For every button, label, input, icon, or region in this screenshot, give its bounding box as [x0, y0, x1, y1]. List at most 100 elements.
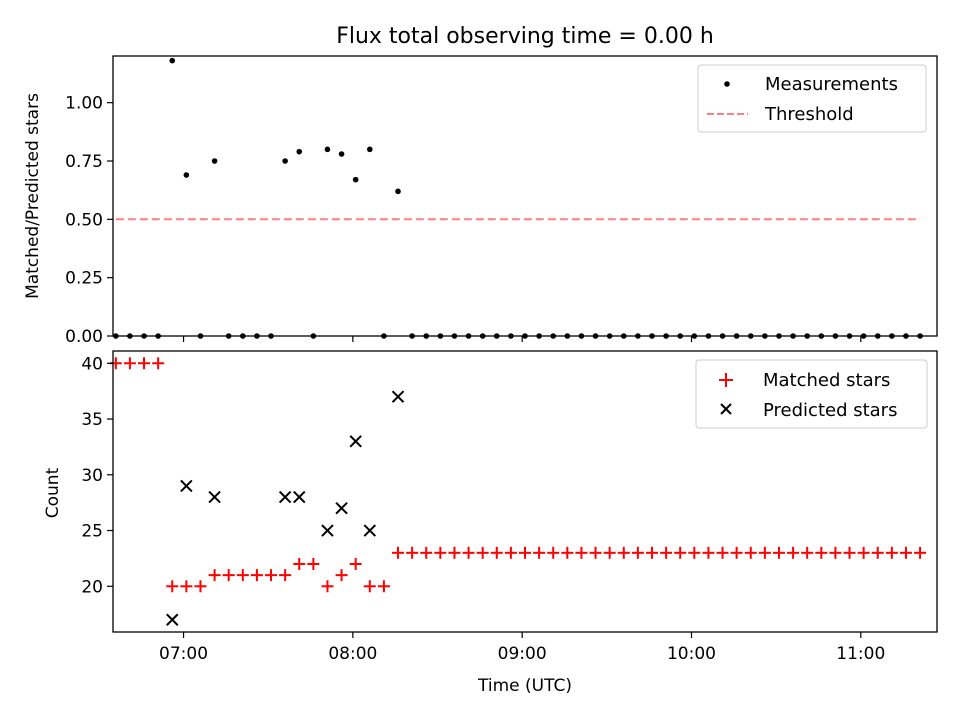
top-series-0-point-13 [296, 148, 303, 155]
top-series-0-point-17 [352, 176, 359, 183]
bottom-series-0-point-35 [603, 546, 616, 559]
bottom-series-0-point-4 [166, 580, 179, 593]
bottom-series-1-point-8 [363, 524, 377, 537]
legend-threshold-label: Threshold [764, 104, 854, 125]
bottom-y-tick-label-0: 20 [81, 577, 103, 597]
bottom-series-0-point-45 [744, 546, 757, 559]
bottom-series-1-point-4 [293, 490, 306, 504]
bottom-series-0-point-40 [674, 546, 687, 559]
x-tick-label-4: 11:00 [836, 644, 885, 664]
bottom-series-0-point-29 [519, 546, 531, 559]
top-legend-box [697, 64, 927, 133]
top-series-0-point-20 [395, 188, 401, 195]
bottom-series-0-point-31 [547, 546, 560, 559]
bottom-series-0-point-22 [420, 546, 433, 559]
bottom-series-0-point-46 [758, 546, 771, 559]
legend-matched-label: Matched stars [763, 370, 890, 391]
top-x-ticks [182, 336, 862, 342]
bottom-series-1-point-7 [349, 435, 362, 448]
bottom-series-1-point-5 [321, 524, 334, 537]
bottom-series-0-point-52 [843, 546, 856, 559]
bottom-marks [109, 357, 927, 626]
top-y-tick-label-3: 0.75 [65, 152, 103, 172]
top-series-0-point-4 [169, 57, 176, 64]
top-plot-frame [112, 55, 938, 337]
bottom-series-0-point-27 [490, 546, 503, 559]
bottom-series-1-point-9-b [391, 390, 405, 403]
bottom-plot-frame [112, 350, 938, 633]
bottom-series-0-point-16 [335, 569, 348, 582]
bottom-series-1-point-1 [180, 479, 193, 493]
top-y-ticks: 0.00 0.25 0.50 0.75 1.00 [65, 94, 113, 347]
bottom-series-0-point-41 [688, 546, 701, 559]
bottom-series-0-point-44 [730, 546, 743, 559]
bottom-y-tick-label-1: 25 [81, 522, 103, 542]
bottom-series-0-point-2 [138, 357, 151, 370]
bottom-series-0-point-8 [222, 569, 235, 582]
top-y-tick-label-0: 0.00 [65, 327, 103, 347]
legend-predicted-marker [720, 403, 732, 415]
bottom-series-0-point-37 [631, 546, 644, 559]
bottom-series-0-point-53 [857, 546, 870, 559]
bottom-x-ticks: 07:00 08:00 09:00 10:00 11:00 [159, 632, 885, 664]
x-tick-label-2: 09:00 [498, 644, 547, 664]
bottom-series-0-point-25 [462, 546, 475, 559]
top-series-0-point-7 [211, 158, 218, 164]
bottom-series-0-point-36 [617, 546, 630, 559]
bottom-series-0-point-20 [392, 546, 405, 559]
bottom-series-0-point-34 [589, 546, 602, 559]
bottom-series-0-point-51 [829, 546, 842, 559]
bottom-series-1-point-0-b [166, 613, 179, 626]
bottom-series-0-point-13 [293, 557, 306, 570]
legend-measurements-marker [724, 81, 730, 87]
top-series-0-point-16 [338, 151, 345, 157]
bottom-series-1-point-4-b [293, 490, 306, 504]
bottom-series-0-point-57 [914, 546, 927, 559]
x-tick-label-3: 10:00 [667, 644, 716, 664]
top-series-0-point-12 [282, 158, 288, 164]
chart-title: Flux total observing time = 0.00 h [336, 24, 714, 49]
bottom-series-0-point-24 [448, 546, 461, 559]
bottom-series-0-point-26 [476, 546, 489, 559]
bottom-y-tick-label-2: 30 [81, 466, 103, 486]
bottom-series-0-point-5 [180, 580, 193, 593]
bottom-series-0-point-28 [504, 546, 517, 559]
top-y-tick-label-1: 0.25 [65, 269, 103, 289]
bottom-series-0-point-1 [123, 357, 136, 370]
bottom-series-0-point-9 [236, 569, 249, 582]
bottom-series-0-point-50 [815, 546, 828, 559]
x-tick-label-0: 07:00 [159, 644, 208, 664]
bottom-series-1-point-3-b [278, 490, 292, 504]
top-y-tick-label-2: 0.50 [65, 210, 103, 230]
top-panel: Matched/Predicted stars 0.00 0.25 0.50 0.75… [23, 55, 938, 347]
bottom-series-0-point-15 [321, 580, 334, 593]
top-series-0-point-5 [183, 172, 190, 178]
bottom-series-0-point-38 [645, 546, 658, 559]
bottom-legend-box [695, 359, 928, 429]
legend-measurements-label: Measurements [765, 74, 898, 95]
bottom-series-0-point-19 [377, 580, 390, 593]
bottom-series-1-point-0 [166, 613, 179, 626]
bottom-series-1-point-6-b [335, 502, 348, 515]
bottom-series-1-point-9 [391, 390, 405, 403]
bottom-series-0-point-23 [434, 546, 447, 559]
bottom-y-ticks: 20 25 30 35 40 [81, 354, 113, 597]
bottom-series-1-point-2 [208, 490, 221, 504]
bottom-series-1-point-7-b [349, 435, 362, 448]
x-tick-label-1: 08:00 [328, 644, 377, 664]
bottom-series-1-point-5-b [321, 524, 334, 537]
bottom-y-axis-label: Count [43, 467, 63, 518]
bottom-series-0-point-39 [660, 546, 673, 559]
bottom-y-tick-label-4: 40 [81, 354, 103, 374]
bottom-series-0-point-48 [787, 546, 800, 559]
bottom-series-0-point-3 [152, 357, 165, 370]
bottom-series-0-point-55 [885, 546, 898, 559]
bottom-y-tick-label-3: 35 [81, 410, 103, 430]
bottom-series-0-point-33 [575, 546, 588, 559]
bottom-series-0-point-12 [279, 569, 292, 582]
bottom-series-0-point-54 [871, 546, 884, 559]
bottom-panel: Count 20 25 30 35 40 07:00 08:00 09:00 10:00 11:… [43, 350, 938, 696]
bottom-series-1-point-6 [335, 502, 348, 515]
